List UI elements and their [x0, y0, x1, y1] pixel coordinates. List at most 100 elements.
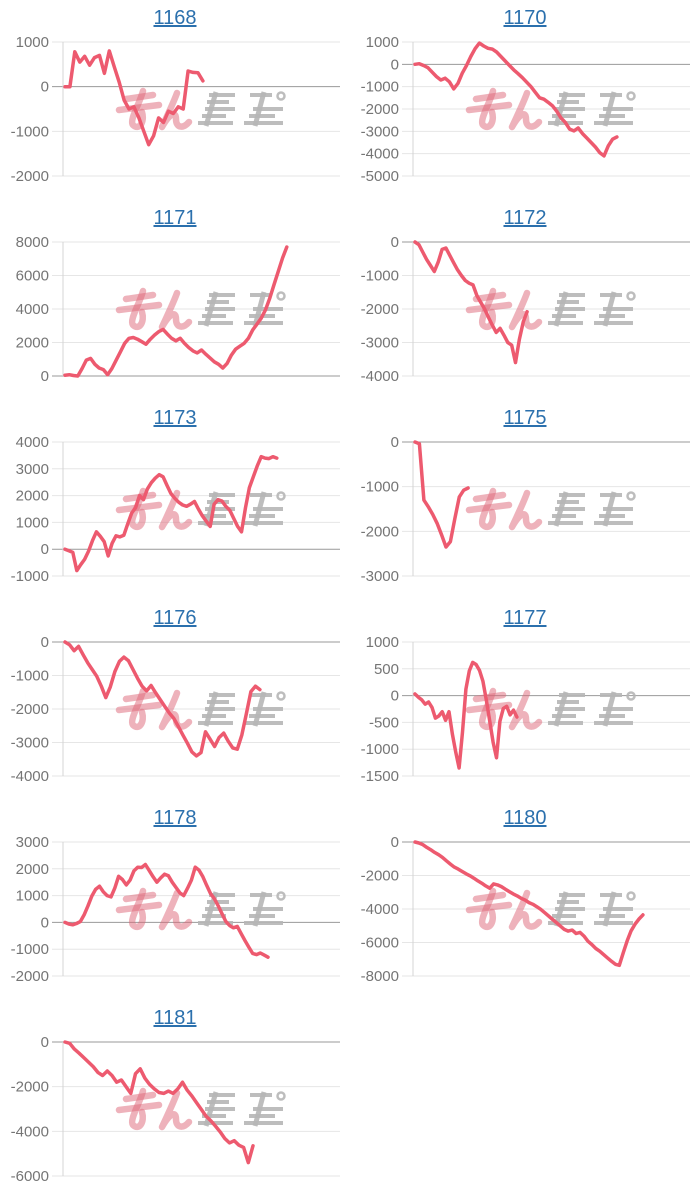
y-axis-label: 1000	[16, 514, 49, 531]
line-chart: 0 -1000 -2000 -3000 -4000	[11, 634, 340, 785]
y-axis-label: 1000	[16, 34, 49, 51]
y-axis-label: 0	[391, 234, 399, 251]
watermark	[119, 891, 285, 927]
chart-title-link[interactable]: 1172	[503, 207, 547, 229]
mini-chart-cell: 1181 0 -2000 -4000 -6000	[0, 1000, 350, 1200]
watermark	[119, 91, 285, 127]
y-axis-label: 1000	[16, 888, 49, 905]
chart-title-link[interactable]: 1170	[503, 7, 547, 29]
series-line	[413, 240, 529, 365]
y-axis-label: -4000	[361, 146, 399, 163]
y-axis-label: -1000	[11, 568, 49, 585]
y-axis-label: 0	[41, 634, 49, 651]
y-axis-label: 0	[41, 79, 49, 96]
mini-chart-cell: 1168 1000 0 -1000 -2000	[0, 0, 350, 200]
y-axis-label: 2000	[16, 488, 49, 505]
line-chart: 8000 6000 4000 2000 0	[16, 234, 340, 385]
y-axis-label: 1000	[366, 34, 399, 51]
y-axis-label: 2000	[16, 861, 49, 878]
y-axis-label: -4000	[361, 901, 399, 918]
mini-chart-cell: 1180 0 -2000 -4000 -6000 -8000	[350, 800, 700, 1000]
series-line	[63, 245, 289, 378]
y-axis-label: -8000	[361, 968, 399, 985]
chart-title-link[interactable]: 1173	[153, 407, 197, 429]
y-axis-label: -2000	[361, 868, 399, 885]
y-axis-label: -4000	[11, 1123, 49, 1140]
y-axis-label: -4000	[361, 368, 399, 385]
y-axis-label: -1000	[11, 941, 49, 958]
y-axis-label: -1000	[11, 123, 49, 140]
y-axis-label: 0	[41, 1034, 49, 1051]
line-chart: 3000 2000 1000 0 -1000 -2000	[11, 834, 340, 985]
y-axis-label: -2000	[361, 301, 399, 318]
y-axis-label: 6000	[16, 268, 49, 285]
chart-title-link[interactable]: 1171	[153, 207, 197, 229]
line-chart: 1000 500 0 -500 -1000 -1500	[361, 634, 690, 785]
y-axis-label: -2000	[11, 968, 49, 985]
y-axis-label: 0	[41, 914, 49, 931]
y-axis-label: -2000	[11, 701, 49, 718]
y-axis-label: 0	[41, 368, 49, 385]
mini-chart-cell: 1170 1000 0 -1000 -2000 -3000 -4000 -5000	[350, 0, 700, 200]
y-axis-label: -1000	[361, 79, 399, 96]
y-axis-label: -1000	[361, 741, 399, 758]
y-axis-label: 3000	[16, 461, 49, 478]
y-axis-label: -4000	[11, 768, 49, 785]
series-line	[413, 840, 645, 968]
y-axis-label: 500	[374, 661, 399, 678]
mini-chart-cell: 1171 8000 6000 4000 2000 0	[0, 200, 350, 400]
series-line	[63, 1040, 255, 1165]
y-axis-label: -1000	[361, 479, 399, 496]
mini-chart-cell: 1178 3000 2000 1000 0 -1000 -2000	[0, 800, 350, 1000]
y-axis-label: -5000	[361, 168, 399, 185]
series-line	[63, 49, 205, 147]
series-line	[63, 454, 279, 573]
y-axis-label: 1000	[366, 634, 399, 651]
y-axis-label: -3000	[11, 735, 49, 752]
line-chart: 1000 0 -1000 -2000	[11, 34, 340, 185]
mini-chart-cell: 1177 1000 500 0 -500 -1000 -1500	[350, 600, 700, 800]
watermark	[469, 691, 635, 727]
y-axis-label: 4000	[16, 434, 49, 451]
chart-title-link[interactable]: 1176	[153, 607, 197, 629]
chart-title-link[interactable]: 1178	[153, 807, 197, 829]
line-chart: 0 -1000 -2000 -3000 -4000	[361, 234, 690, 385]
y-axis-label: 0	[391, 434, 399, 451]
y-axis-label: 4000	[16, 301, 49, 318]
chart-title-link[interactable]: 1168	[153, 7, 197, 29]
y-axis-label: -2000	[361, 101, 399, 118]
y-axis-label: -3000	[361, 335, 399, 352]
mini-chart-cell: 1172 0 -1000 -2000 -3000 -4000	[350, 200, 700, 400]
y-axis-label: -3000	[361, 568, 399, 585]
mini-chart-cell: 1176 0 -1000 -2000 -3000 -4000	[0, 600, 350, 800]
chart-title-link[interactable]: 1177	[503, 607, 547, 629]
y-axis-label: -2000	[11, 1079, 49, 1096]
chart-title-link[interactable]: 1175	[503, 407, 547, 429]
line-chart: 4000 3000 2000 1000 0 -1000	[11, 434, 340, 585]
y-axis-label: -1000	[11, 668, 49, 685]
y-axis-label: -3000	[361, 123, 399, 140]
y-axis-label: -1000	[361, 268, 399, 285]
mini-chart-cell: 1175 0 -1000 -2000 -3000	[350, 400, 700, 600]
chart-title-link[interactable]: 1180	[503, 807, 547, 829]
watermark	[469, 491, 635, 527]
y-axis-label: 0	[391, 56, 399, 73]
y-axis-label: 0	[391, 688, 399, 705]
y-axis-label: -2000	[11, 168, 49, 185]
series-line	[413, 440, 470, 549]
y-axis-label: 3000	[16, 834, 49, 851]
series-line	[413, 660, 519, 770]
y-axis-label: -500	[369, 714, 399, 731]
y-axis-label: -6000	[11, 1168, 49, 1185]
y-axis-label: 8000	[16, 234, 49, 251]
line-chart: 0 -2000 -4000 -6000	[11, 1034, 340, 1185]
series-line	[63, 640, 262, 758]
y-axis-label: 0	[41, 541, 49, 558]
line-chart: 1000 0 -1000 -2000 -3000 -4000 -5000	[361, 34, 690, 185]
series-line	[63, 862, 270, 959]
y-axis-label: -2000	[361, 523, 399, 540]
chart-title-link[interactable]: 1181	[153, 1007, 197, 1029]
y-axis-label: 2000	[16, 335, 49, 352]
y-axis-label: 0	[391, 834, 399, 851]
